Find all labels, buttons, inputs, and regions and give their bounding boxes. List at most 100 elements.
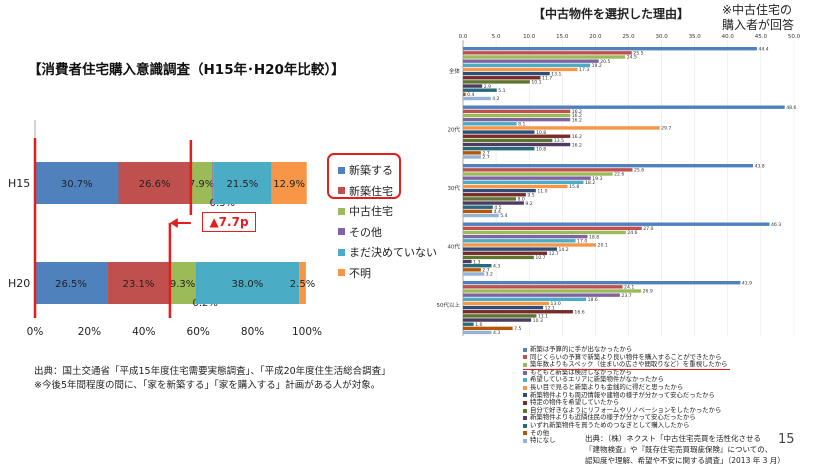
- left-source-line1: 出典：国土交通省「平成15年度住宅需要実態調査」、「平成20年度住生活総合調査」: [34, 366, 391, 377]
- legend-swatch: [523, 370, 527, 375]
- bar-g0-s0: [463, 47, 757, 51]
- value-label-g2-s8: 8.0: [517, 197, 524, 203]
- value-label-g3-s5: 20.1: [598, 243, 608, 249]
- left-legend-item: その他: [338, 222, 437, 243]
- bar-g3-s5: [463, 243, 597, 247]
- bar-g4-s9: [463, 318, 532, 322]
- bar-H15-0: [35, 162, 119, 204]
- value-label-g1-s2: 16.2: [572, 113, 582, 119]
- value-label-g0-s10: 5.1: [498, 88, 505, 94]
- bar-H20-0: [35, 262, 108, 304]
- bar-g2-s9: [463, 201, 524, 205]
- value-label-g1-s6: 10.8: [536, 130, 546, 136]
- bar-g1-s4: [463, 122, 517, 126]
- group-label-4: 50代以上: [437, 301, 461, 309]
- right-x-tick-1: 5.0: [492, 34, 501, 40]
- value-label-g3-s1: 27.0: [643, 226, 653, 232]
- value-label-g0-s0: 44.4: [758, 46, 768, 52]
- legend-label: 中古住宅: [349, 205, 393, 219]
- value-label-g1-s7: 16.2: [572, 134, 582, 140]
- value-label-g0-s2: 24.5: [627, 55, 637, 61]
- bar-g2-s6: [463, 188, 536, 193]
- bar-g1-s12: [463, 155, 481, 159]
- bar-g3-s11: [463, 268, 481, 272]
- right-grouped-bar-chart: 0.0 5.0 10.0 15.0 20.0 25.0 30.0 35.0 40.0 45.0 50…: [437, 34, 801, 336]
- red-arrow-head: [169, 218, 178, 228]
- bar-g4-s6: [463, 305, 544, 310]
- x-tick-0: 0%: [27, 326, 44, 338]
- bar-g2-s3: [463, 176, 591, 180]
- value-label-g2-s11: 4.4: [494, 209, 501, 215]
- right-legend-item: 自分で好きなようにリフォームやリノベーションをしたかったから: [523, 405, 728, 415]
- left-legend-item: まだ決めていない: [338, 242, 437, 263]
- bar-g3-s6: [463, 247, 558, 251]
- value-label-g1-s12: 2.7: [482, 155, 489, 161]
- left-legend-item: 不明: [338, 263, 437, 284]
- legend-label: 新築物件よりも周辺情報や建物の様子が分かって安心だったから: [530, 390, 715, 399]
- value-label-g1-s3: 16.2: [572, 117, 582, 123]
- x-tick-3: 60%: [187, 326, 210, 338]
- right-source-line1: 出典：（株）ネクスト「中古住宅売買を活性化させる: [585, 434, 762, 443]
- bar-g2-s5: [463, 184, 568, 189]
- legend-swatch: [523, 408, 527, 413]
- bar-g0-s4: [463, 63, 591, 67]
- bar-H15-4: [213, 162, 272, 204]
- data-label-H20-4: 38.0%: [232, 279, 264, 290]
- legend-label: 不明: [349, 266, 371, 280]
- bar-H20-1: [107, 262, 170, 304]
- legend-swatch: [523, 393, 527, 398]
- legend-label: まだ決めていない: [349, 246, 437, 260]
- bar-g4-s11: [463, 326, 513, 331]
- x-tick-5: 100%: [292, 326, 322, 338]
- right-legend-item: その他: [523, 428, 728, 438]
- legend-label: 自分で好きなようにリフォームやリノベーションをしたかったから: [530, 405, 722, 414]
- bar-g4-s10: [463, 322, 474, 326]
- legend-swatch: [338, 269, 345, 277]
- bar-g0-s3: [463, 59, 599, 63]
- value-label-g4-s1: 24.1: [624, 285, 634, 291]
- bar-g2-s7: [463, 193, 526, 197]
- value-label-g0-s3: 20.5: [600, 59, 610, 65]
- value-label-g0-s12: 4.2: [492, 96, 499, 102]
- legend-label: 新築物件よりも近隣住民の様子が分かって安心だったから: [530, 413, 696, 422]
- bar-g2-s8: [463, 197, 516, 201]
- value-label-g0-s6: 13.1: [551, 71, 561, 77]
- bar-g2-s1: [463, 168, 633, 172]
- value-label-g1-s10: 10.8: [536, 146, 546, 152]
- legend-label: その他: [530, 428, 550, 437]
- data-label-H15-0: 30.7%: [61, 179, 93, 190]
- left-stacked-bar-chart: H1530.7%26.6%7.9%0.3%21.5%12.9%H2026.5%2…: [8, 120, 322, 338]
- right-x-tick-9: 45.0: [755, 34, 768, 40]
- bar-g2-s12: [463, 213, 499, 218]
- right-legend-item: 長い目で見ると新築よりも金銭的に得だと思ったから: [523, 383, 728, 392]
- group-label-3: 40代: [448, 243, 461, 251]
- bar-g4-s5: [463, 301, 550, 306]
- legend-label: 新築住宅: [349, 184, 393, 198]
- value-label-g0-s1: 25.5: [633, 51, 643, 57]
- bar-g0-s9: [463, 84, 483, 88]
- left-legend-item: 中古住宅: [338, 201, 437, 222]
- value-label-g1-s5: 29.7: [661, 126, 671, 132]
- value-label-g4-s2: 26.9: [643, 289, 653, 295]
- right-legend-item: 新築物件よりも周辺情報や建物の様子が分かって安心だったから: [523, 390, 728, 400]
- value-label-g1-s1: 16.2: [572, 109, 582, 115]
- right-note-line2: 購入者が回答: [722, 18, 795, 32]
- value-label-g2-s3: 19.3: [592, 176, 602, 182]
- legend-swatch: [338, 228, 345, 236]
- bar-g2-s10: [463, 205, 493, 209]
- legend-label: 特になし: [530, 436, 556, 445]
- value-label-g1-s11: 2.7: [482, 151, 489, 157]
- value-label-g2-s10: 4.5: [494, 205, 501, 211]
- legend-swatch: [523, 385, 527, 390]
- value-label-g1-s0: 48.6: [786, 105, 796, 111]
- right-x-tick-8: 40.0: [722, 34, 735, 40]
- value-label-g4-s10: 1.6: [475, 322, 482, 328]
- category-label-H20: H20: [8, 277, 30, 290]
- right-x-tick-4: 20.0: [589, 34, 602, 40]
- legend-label: 新築する: [349, 164, 393, 178]
- value-label-g4-s7: 16.6: [574, 309, 584, 315]
- value-label-g2-s1: 25.6: [634, 168, 644, 174]
- bar-g1-s1: [463, 109, 571, 114]
- right-note-line1: ※中古住宅の: [722, 3, 793, 17]
- left-legend-item: 新築住宅: [338, 181, 437, 202]
